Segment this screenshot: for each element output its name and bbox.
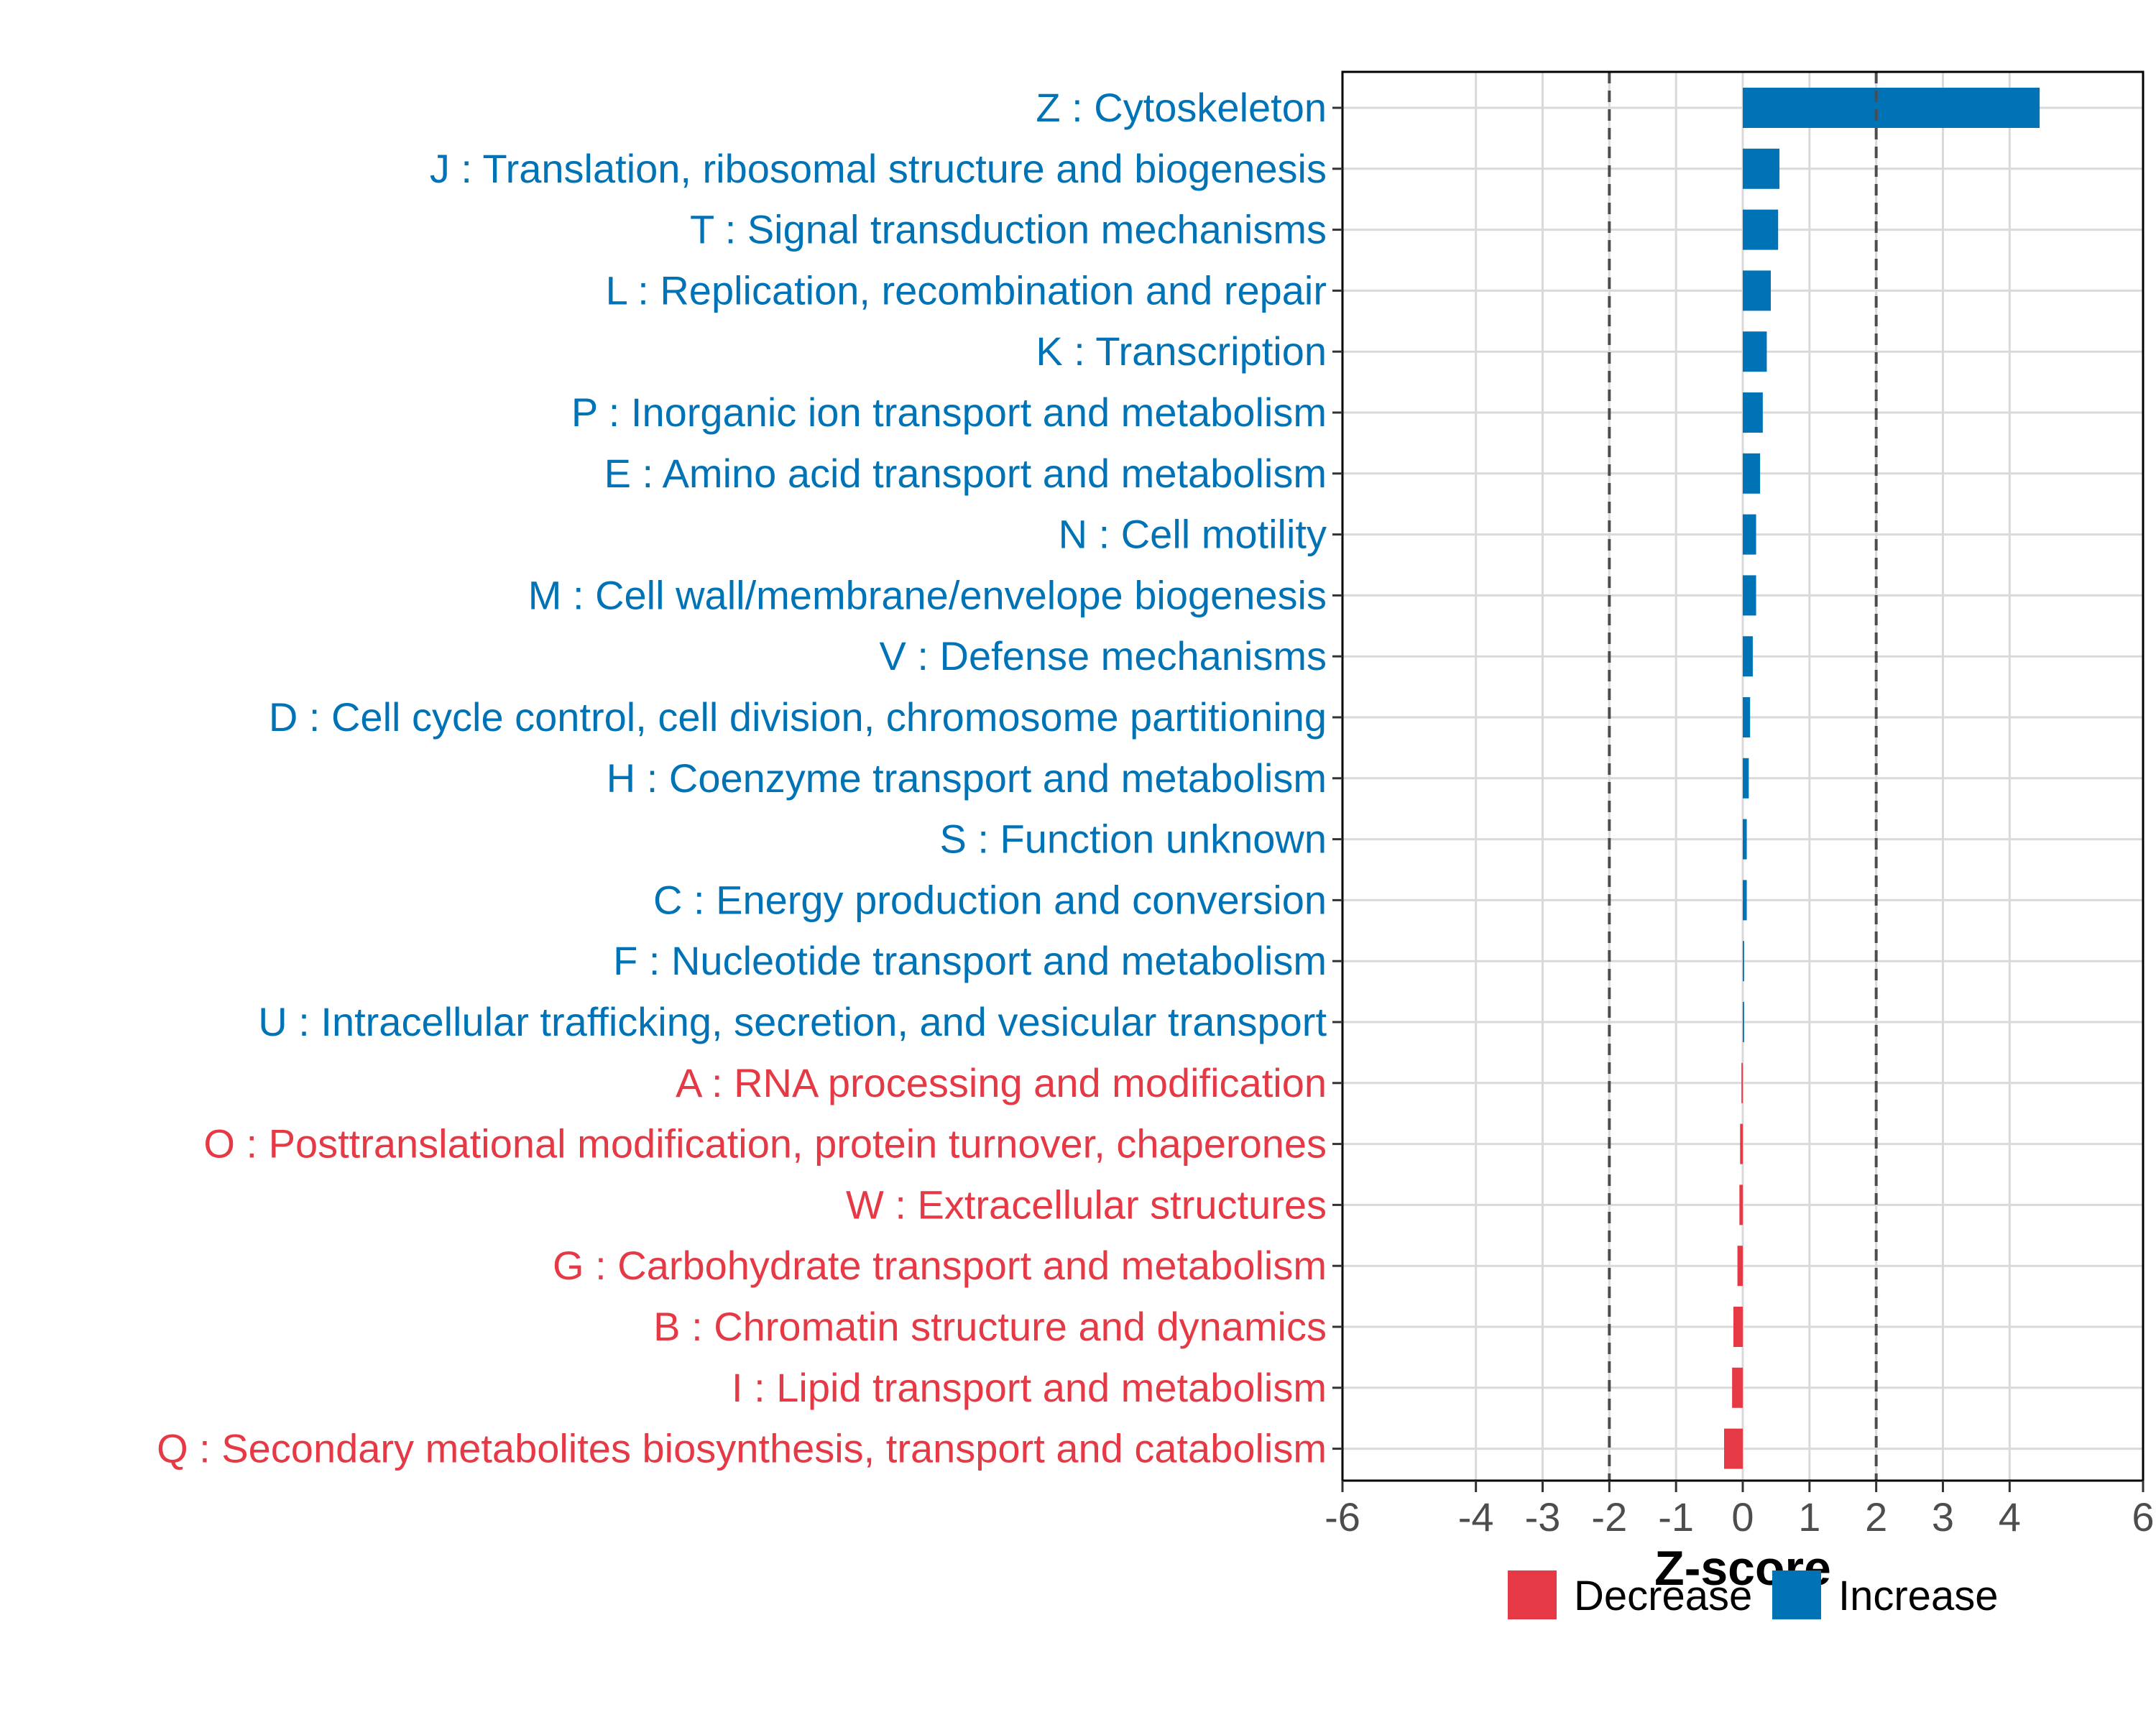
x-tick-label: -3 — [1525, 1494, 1561, 1540]
threshold-lines — [1608, 72, 1878, 1481]
bar — [1739, 1184, 1743, 1225]
category-labels: Z : Cytoskeleton J : Translation, ribosom… — [157, 85, 1342, 1471]
x-tick-label: 2 — [1865, 1494, 1887, 1540]
x-tick-label: -2 — [1591, 1494, 1627, 1540]
category-label: N : Cell motility — [1059, 512, 1327, 557]
bar — [1743, 636, 1753, 677]
bar — [1741, 1062, 1743, 1103]
bar — [1743, 453, 1761, 494]
x-tick-label: -1 — [1658, 1494, 1694, 1540]
bar — [1743, 758, 1749, 799]
category-label: H : Coenzyme transport and metabolism — [607, 755, 1327, 801]
bar — [1743, 819, 1747, 860]
bar — [1732, 1367, 1743, 1408]
bar — [1740, 1123, 1743, 1164]
legend: Decrease Increase — [1508, 1570, 1998, 1619]
category-label: B : Chromatin structure and dynamics — [653, 1304, 1327, 1349]
bar — [1743, 1002, 1744, 1042]
legend-swatch-increase — [1772, 1570, 1821, 1619]
bars — [1724, 88, 2040, 1469]
x-tick-label: -4 — [1458, 1494, 1494, 1540]
category-label: Z : Cytoskeleton — [1036, 85, 1327, 130]
category-label: C : Energy production and conversion — [653, 877, 1327, 922]
bar — [1743, 392, 1763, 433]
category-label: U : Intracellular trafficking, secretion… — [258, 999, 1327, 1044]
bar — [1737, 1246, 1743, 1287]
bar — [1743, 697, 1751, 737]
category-label: G : Carbohydrate transport and metabolis… — [553, 1243, 1327, 1288]
bar — [1743, 148, 1780, 189]
legend-label-increase: Increase — [1838, 1573, 1998, 1619]
x-tick-label: -6 — [1325, 1494, 1360, 1540]
x-axis-ticks: -6 -4 -3 -2 -1 0 1 2 3 4 6 — [1325, 1481, 2155, 1540]
category-label: V : Defense mechanisms — [880, 633, 1327, 678]
category-label: K : Transcription — [1036, 328, 1327, 374]
category-label: A : RNA processing and modification — [676, 1060, 1327, 1105]
category-label: P : Inorganic ion transport and metaboli… — [571, 390, 1327, 435]
legend-swatch-decrease — [1508, 1570, 1557, 1619]
bar — [1743, 880, 1747, 921]
bar — [1743, 575, 1756, 616]
category-label: W : Extracellular structures — [846, 1182, 1327, 1227]
bar — [1743, 941, 1744, 982]
category-label: E : Amino acid transport and metabolism — [604, 451, 1327, 496]
bar — [1724, 1428, 1743, 1469]
x-tick-label: 3 — [1932, 1494, 1954, 1540]
category-label: M : Cell wall/membrane/envelope biogenes… — [528, 572, 1327, 617]
bar — [1733, 1307, 1743, 1347]
x-tick-label: 0 — [1731, 1494, 1754, 1540]
category-label: L : Replication, recombination and repai… — [606, 267, 1327, 313]
x-tick-label: 6 — [2132, 1494, 2154, 1540]
category-label: O : Posttranslational modification, prot… — [203, 1121, 1327, 1167]
bar — [1743, 88, 2040, 128]
x-tick-label: 4 — [1999, 1494, 2021, 1540]
bar — [1743, 270, 1771, 311]
category-label: Q : Secondary metabolites biosynthesis, … — [157, 1426, 1327, 1471]
x-tick-label: 1 — [1798, 1494, 1820, 1540]
legend-label-decrease: Decrease — [1574, 1573, 1752, 1619]
bar — [1743, 331, 1767, 372]
bar — [1743, 209, 1779, 250]
bar — [1743, 514, 1756, 555]
category-label: J : Translation, ribosomal structure and… — [430, 146, 1327, 191]
category-label: I : Lipid transport and metabolism — [732, 1365, 1327, 1410]
category-label: S : Function unknown — [939, 816, 1327, 862]
category-label: F : Nucleotide transport and metabolism — [613, 938, 1327, 983]
category-label: D : Cell cycle control, cell division, c… — [269, 694, 1327, 740]
category-label: T : Signal transduction mechanisms — [690, 207, 1327, 252]
